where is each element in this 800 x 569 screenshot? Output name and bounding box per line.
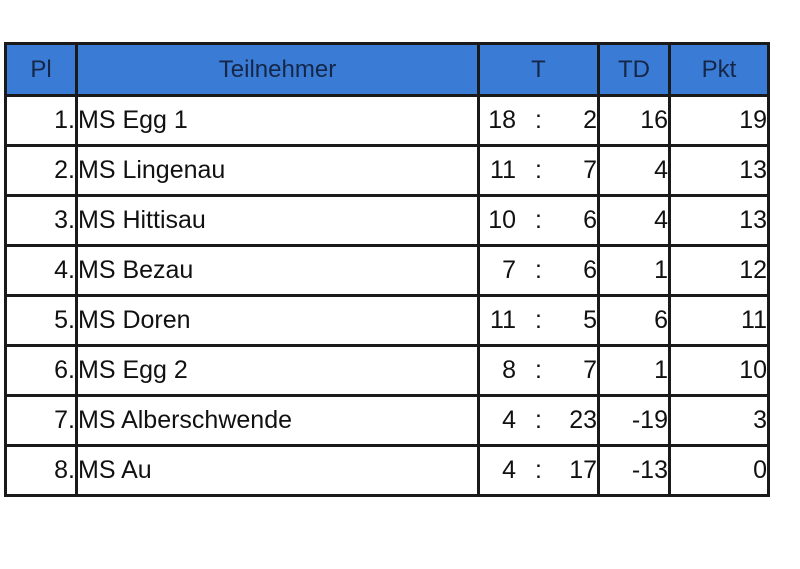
- standings-table: Pl Teilnehmer T TD Pkt 1. MS Egg 1 18:2 16 1…: [4, 42, 770, 497]
- score: 4:17: [482, 456, 597, 485]
- place-cell: 7.: [4, 394, 78, 447]
- place-cell: 6.: [4, 344, 78, 397]
- goals-cell: 11: 7: [477, 144, 600, 197]
- table-row: 4. MS Bezau 7: 6 1 12: [4, 244, 770, 297]
- goals-against: 2: [583, 106, 597, 134]
- goals-cell: 4:23: [477, 394, 600, 447]
- table-row: 3. MS Hittisau 10: 6 4 13: [4, 194, 770, 247]
- goal-difference-cell: 6: [597, 294, 671, 347]
- goal-difference-cell: -13: [597, 444, 671, 497]
- score-separator: :: [535, 456, 542, 484]
- points-cell: 10: [668, 344, 770, 397]
- score: 4:23: [482, 406, 597, 435]
- score-separator: :: [535, 356, 542, 384]
- goals-against: 6: [583, 206, 597, 234]
- table-row: 2. MS Lingenau 11: 7 4 13: [4, 144, 770, 197]
- score-separator: :: [535, 106, 542, 134]
- place-cell: 5.: [4, 294, 78, 347]
- goal-difference-cell: 4: [597, 144, 671, 197]
- points-cell: 13: [668, 194, 770, 247]
- team-name-cell: MS Alberschwende: [75, 394, 480, 447]
- goals-against: 23: [569, 406, 597, 434]
- goals-cell: 10: 6: [477, 194, 600, 247]
- table-row: 7. MS Alberschwende 4:23 -19 3: [4, 394, 770, 447]
- goals-cell: 8: 7: [477, 344, 600, 397]
- goals-against: 7: [583, 156, 597, 184]
- goals-for: 4: [502, 456, 516, 484]
- header-goal-difference: TD: [597, 42, 671, 97]
- points-cell: 19: [668, 94, 770, 147]
- goals-for: 7: [502, 256, 516, 284]
- score: 10: 6: [482, 206, 597, 235]
- goals-cell: 11: 5: [477, 294, 600, 347]
- goals-cell: 7: 6: [477, 244, 600, 297]
- team-name-cell: MS Egg 1: [75, 94, 480, 147]
- goals-against: 17: [569, 456, 597, 484]
- table-row: 8. MS Au 4:17 -13 0: [4, 444, 770, 497]
- score-separator: :: [535, 306, 542, 334]
- points-cell: 0: [668, 444, 770, 497]
- goals-for: 18: [488, 106, 516, 134]
- score: 11: 7: [482, 156, 597, 185]
- goals-for: 10: [488, 206, 516, 234]
- goal-difference-cell: 16: [597, 94, 671, 147]
- goals-for: 11: [490, 306, 516, 334]
- team-name-cell: MS Au: [75, 444, 480, 497]
- score: 11: 5: [482, 306, 597, 335]
- goals-for: 4: [502, 406, 516, 434]
- header-goals: T: [477, 42, 600, 97]
- goals-cell: 4:17: [477, 444, 600, 497]
- score-separator: :: [535, 406, 542, 434]
- goals-for: 11: [490, 156, 516, 184]
- goals-against: 6: [583, 256, 597, 284]
- goal-difference-cell: -19: [597, 394, 671, 447]
- score: 7: 6: [482, 256, 597, 285]
- place-cell: 4.: [4, 244, 78, 297]
- score-separator: :: [535, 256, 542, 284]
- table-row: 6. MS Egg 2 8: 7 1 10: [4, 344, 770, 397]
- header-team: Teilnehmer: [75, 42, 480, 97]
- team-name-cell: MS Egg 2: [75, 344, 480, 397]
- score-separator: :: [535, 156, 542, 184]
- team-name-cell: MS Doren: [75, 294, 480, 347]
- goals-cell: 18: 2: [477, 94, 600, 147]
- goal-difference-cell: 1: [597, 344, 671, 397]
- goals-for: 8: [502, 356, 516, 384]
- points-cell: 12: [668, 244, 770, 297]
- table-row: 5. MS Doren 11:5 6 11: [4, 294, 770, 347]
- place-cell: 8.: [4, 444, 78, 497]
- points-cell: 13: [668, 144, 770, 197]
- place-cell: 3.: [4, 194, 78, 247]
- goal-difference-cell: 4: [597, 194, 671, 247]
- points-cell: 11: [668, 294, 770, 347]
- points-cell: 3: [668, 394, 770, 447]
- goals-against: 7: [583, 356, 597, 384]
- team-name-cell: MS Hittisau: [75, 194, 480, 247]
- standings-body: 1. MS Egg 1 18:2 16 19 2. MS Lingenau 11:7 4 13 3.…: [4, 94, 770, 497]
- team-name-cell: MS Bezau: [75, 244, 480, 297]
- table-row: 1. MS Egg 1 18: 2 16 19: [4, 94, 770, 147]
- place-cell: 2.: [4, 144, 78, 197]
- header-points: Pkt: [668, 42, 770, 97]
- score-separator: :: [535, 206, 542, 234]
- goals-against: 5: [583, 306, 597, 334]
- goal-difference-cell: 1: [597, 244, 671, 297]
- standings-table-container: Pl Teilnehmer T TD Pkt 1. MS Egg 1 18:2 16 1…: [4, 42, 770, 497]
- score: 18: 2: [482, 106, 597, 135]
- score: 8: 7: [482, 356, 597, 385]
- header-place: Pl: [4, 42, 78, 97]
- place-cell: 1.: [4, 94, 78, 147]
- header-row: Pl Teilnehmer T TD Pkt: [4, 42, 770, 97]
- team-name-cell: MS Lingenau: [75, 144, 480, 197]
